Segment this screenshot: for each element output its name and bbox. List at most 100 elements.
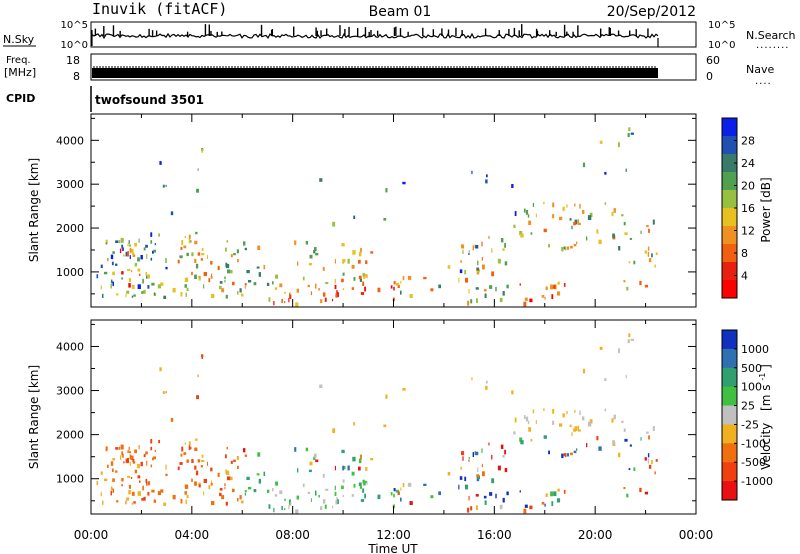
velocity-cell <box>488 442 490 446</box>
power-cell <box>559 216 563 221</box>
velocity-cell <box>141 498 144 501</box>
velocity-cell <box>383 424 387 428</box>
power-cell <box>118 240 121 244</box>
velocity-cell <box>334 485 336 491</box>
velocity-cell <box>322 499 326 504</box>
power-cell <box>157 284 161 289</box>
velocity-cell <box>104 478 108 482</box>
power-cell <box>644 250 647 254</box>
power-cell <box>281 298 283 304</box>
nsky-panel: N.Sky 10^5 10^0 10^5 10^0 N.Search .....… <box>3 20 796 51</box>
power-cell <box>397 284 400 288</box>
power-cell <box>548 243 550 248</box>
velocity-cell <box>268 504 271 509</box>
velocity-cell <box>573 450 577 454</box>
power-cell <box>100 285 102 290</box>
freq-label-bottom: [MHz] <box>4 66 36 79</box>
power-cell <box>462 249 464 254</box>
velocity-cell <box>640 437 642 441</box>
power-cell <box>485 179 488 184</box>
power-cell <box>159 161 162 165</box>
power-colorbar-label: Power [dB] <box>759 177 773 242</box>
power-cell <box>468 289 470 294</box>
power-cell <box>334 278 336 284</box>
power-cell <box>115 240 119 243</box>
velocity-cell <box>409 501 413 505</box>
power-cell <box>244 247 247 251</box>
power-cell <box>183 245 187 249</box>
power-cell <box>402 181 406 185</box>
power-cell <box>320 299 323 304</box>
velocity-cell <box>244 454 247 457</box>
power-cell <box>184 277 189 282</box>
velocity-cell <box>407 482 412 487</box>
power-cell <box>550 284 554 290</box>
power-cell <box>519 230 523 236</box>
velocity-cell <box>481 448 483 453</box>
velocity-cell <box>468 456 470 460</box>
velocity-cell <box>393 488 396 492</box>
velocity-cell <box>397 491 400 495</box>
velocity-cell <box>476 474 479 478</box>
velocity-cell <box>358 482 362 486</box>
velocity-cell <box>573 428 576 432</box>
power-scatter-data <box>96 127 658 307</box>
velocity-cell <box>297 468 299 473</box>
velocity-colorbar-label: -1000 <box>741 475 773 488</box>
velocity-cell <box>486 380 488 384</box>
power-cell <box>237 291 239 295</box>
power-cell <box>574 219 578 225</box>
power-cell <box>163 295 167 299</box>
power-cell <box>130 249 134 254</box>
power-cell <box>459 269 463 274</box>
power-cell <box>571 225 573 230</box>
velocity-ytick-label: 1000 <box>56 473 84 486</box>
power-cell <box>146 274 148 279</box>
velocity-cell <box>194 447 198 451</box>
power-ytick-label: 4000 <box>56 134 84 147</box>
power-cell <box>402 276 405 281</box>
velocity-cell <box>325 488 329 491</box>
power-cell <box>137 257 140 262</box>
power-cell <box>105 242 108 245</box>
velocity-cell <box>646 431 649 434</box>
velocity-cell <box>519 490 521 493</box>
velocity-cell <box>482 471 485 477</box>
velocity-cell <box>476 505 478 510</box>
power-cell <box>400 290 402 295</box>
power-cell <box>483 288 487 292</box>
power-cell <box>647 246 650 251</box>
velocity-cell <box>163 502 167 506</box>
velocity-colorbar-swatch <box>722 367 737 388</box>
power-cell <box>158 233 160 237</box>
power-cell <box>523 301 527 307</box>
velocity-cell <box>127 475 131 478</box>
velocity-colorbar-label: 25 <box>741 400 755 413</box>
velocity-cell <box>499 504 503 510</box>
power-cell <box>364 274 368 277</box>
power-cell <box>630 132 634 135</box>
velocity-cell <box>447 472 451 476</box>
velocity-cell <box>577 429 581 432</box>
power-cell <box>360 247 362 253</box>
velocity-cell <box>470 506 473 511</box>
power-cell <box>563 283 566 287</box>
velocity-cell <box>553 492 555 496</box>
power-cell <box>200 258 203 261</box>
velocity-cell <box>146 460 148 466</box>
velocity-cell <box>461 451 465 456</box>
velocity-cell <box>180 498 183 504</box>
velocity-cell <box>126 497 130 501</box>
power-cell <box>383 218 387 221</box>
velocity-cell <box>121 451 124 456</box>
velocity-cell <box>130 455 134 460</box>
nsky-right-tick-top: 10^5 <box>708 20 735 31</box>
velocity-cell <box>198 484 201 488</box>
velocity-cell <box>151 489 155 493</box>
power-cell <box>359 279 362 282</box>
velocity-cell <box>342 479 345 483</box>
velocity-cell <box>647 458 650 464</box>
power-cell <box>275 274 278 279</box>
freq-panel: Freq. [MHz] 18 8 60 0 Nave .... <box>4 53 774 87</box>
power-cell <box>553 284 557 290</box>
